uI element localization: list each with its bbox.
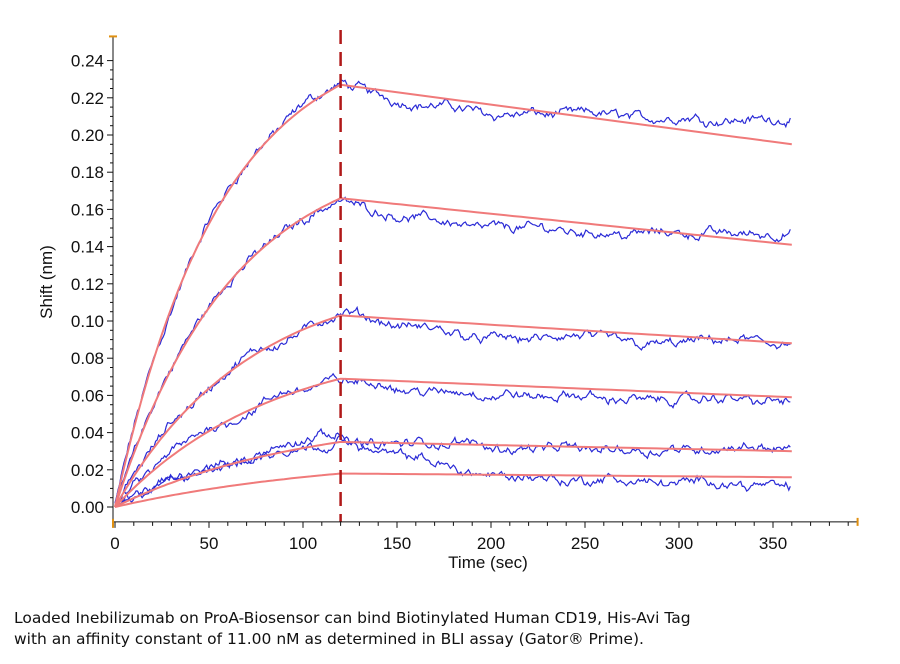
fit-curve-6	[114, 472, 792, 508]
raw-trace-5	[114, 435, 791, 507]
y-tick-label: 0.18	[71, 163, 104, 182]
axes	[109, 35, 859, 528]
caption-line-1: Loaded Inebilizumab on ProA-Biosensor ca…	[14, 609, 691, 627]
fit-curve-4	[114, 377, 792, 508]
y-ticks: 0.00 0.02 0.04 0.06 0.08 0.10 0.12 0.14 0.16 0.18…	[71, 52, 113, 517]
x-tick-label: 250	[571, 534, 599, 553]
raw-trace-1	[114, 78, 791, 507]
raw-trace-3	[114, 305, 791, 508]
y-axis-title: Shift (nm)	[37, 245, 56, 319]
fit-curve-3	[114, 314, 792, 508]
x-tick-label: 50	[200, 534, 219, 553]
raw-trace-2	[114, 196, 791, 503]
x-tick-label: 150	[383, 534, 411, 553]
y-tick-label: 0.00	[71, 498, 104, 517]
raw-trace-6	[114, 427, 791, 507]
figure-caption: Loaded Inebilizumab on ProA-Biosensor ca…	[14, 608, 884, 650]
y-tick-label: 0.02	[71, 461, 104, 480]
y-tick-label: 0.14	[71, 238, 104, 257]
x-tick-label: 200	[477, 534, 505, 553]
x-axis-title: Time (sec)	[448, 553, 528, 572]
y-tick-label: 0.04	[71, 424, 104, 443]
y-tick-label: 0.16	[71, 200, 104, 219]
raw-trace-4	[114, 372, 791, 504]
bli-sensorgram-chart: 0 50 100 150 200 250 300 350 0.000.020.040.060.…	[37, 30, 859, 572]
raw-traces	[114, 78, 791, 508]
x-ticks: 0 50 100 150 200 250 300 350	[110, 521, 849, 553]
x-tick-label: 300	[665, 534, 693, 553]
caption-line-2: with an affinity constant of 11.00 nM as…	[14, 630, 644, 648]
x-tick-label: 100	[289, 534, 317, 553]
y-tick-label: 0.20	[71, 126, 104, 145]
y-tick-label: 0.10	[71, 312, 104, 331]
fit-curve-2	[114, 197, 792, 508]
x-tick-label: 0	[110, 534, 119, 553]
fit-curve-5	[114, 440, 792, 508]
y-tick-label: 0.08	[71, 349, 104, 368]
x-tick-label: 350	[759, 534, 787, 553]
y-tick-label: 0.22	[71, 89, 104, 108]
y-tick-label: 0.12	[71, 275, 104, 294]
y-tick-label: 0.24	[71, 52, 104, 71]
y-tick-label: 0.06	[71, 386, 104, 405]
